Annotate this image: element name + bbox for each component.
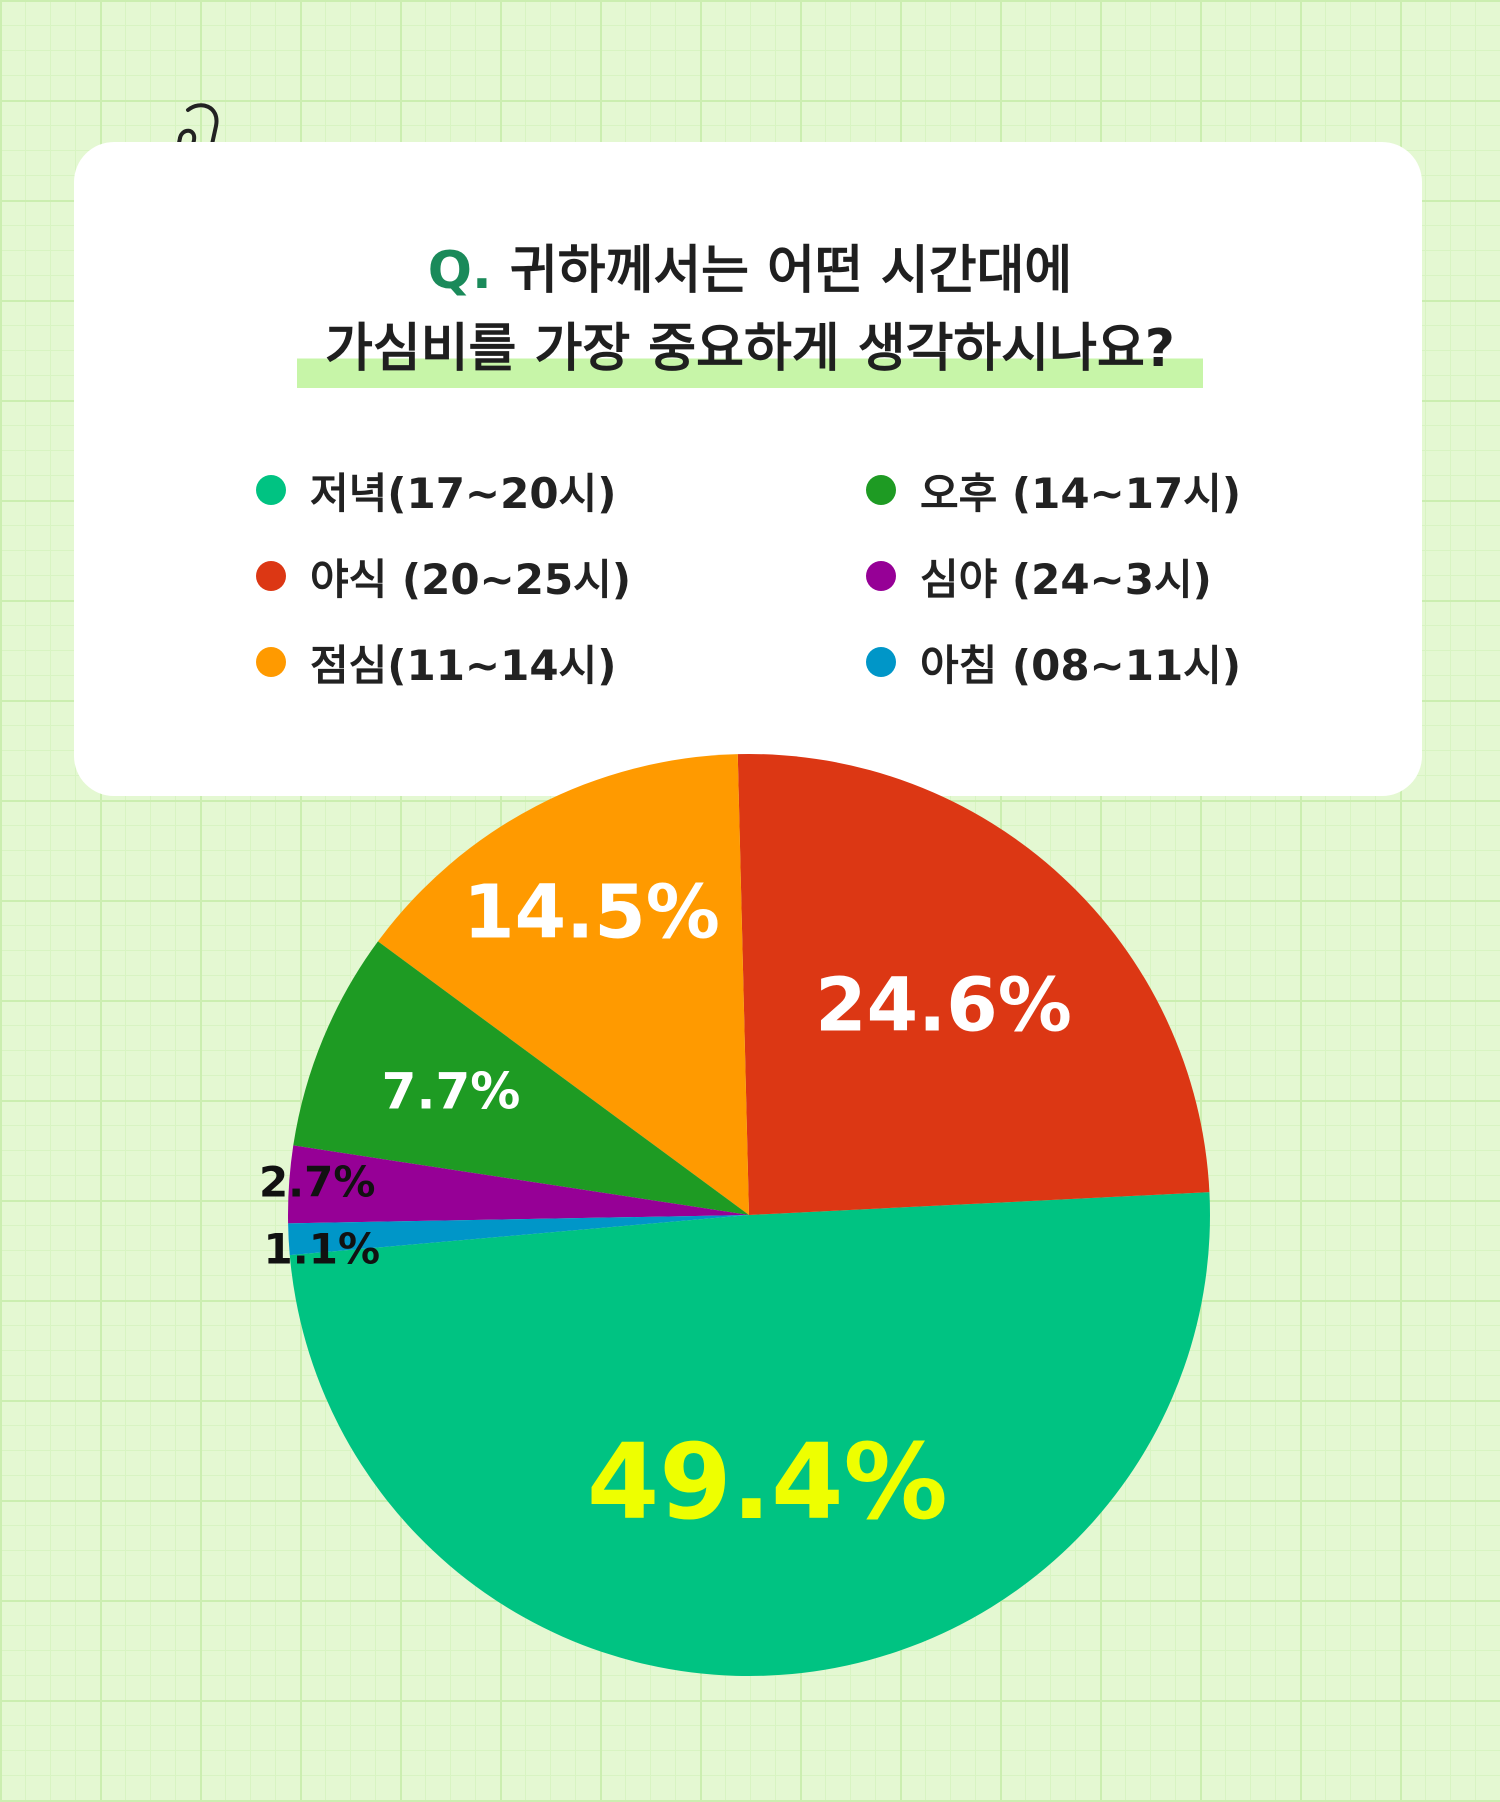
- legend-label: 점심(11~14시): [310, 640, 617, 690]
- legend-label: 야식 (20~25시): [310, 554, 632, 604]
- legend-label: 오후 (14~17시): [920, 468, 1242, 518]
- legend-dot: [866, 561, 896, 591]
- legend-item: 아침 (08~11시): [866, 634, 1256, 690]
- slice-label: 1.1%: [264, 1225, 380, 1274]
- pie-slice: [289, 1192, 1210, 1677]
- slice-label: 7.7%: [382, 1062, 521, 1120]
- question-line-2-text: 가심비를 가장 중요하게 생각하시나요?: [297, 310, 1203, 388]
- legend-dot: [866, 647, 896, 677]
- legend-item: 오후 (14~17시): [866, 462, 1256, 518]
- pie-slice: [293, 941, 749, 1215]
- legend: 저녁(17~20시) 오후 (14~17시) 야식 (20~25시) 심야 (2…: [256, 462, 1256, 690]
- slice-label: 49.4%: [587, 1421, 948, 1543]
- slice-label: 2.7%: [259, 1157, 375, 1206]
- pie-slice: [377, 754, 749, 1215]
- legend-label: 심야 (24~3시): [920, 554, 1212, 604]
- slice-label: 14.5%: [463, 869, 720, 955]
- legend-item: 점심(11~14시): [256, 634, 866, 690]
- pie-slice: [288, 1145, 749, 1224]
- legend-dot: [256, 475, 286, 505]
- legend-item: 심야 (24~3시): [866, 548, 1256, 604]
- pie-slice: [737, 754, 1210, 1215]
- legend-item: 야식 (20~25시): [256, 548, 866, 604]
- question-line-1-text: 귀하께서는 어떤 시간대에: [509, 241, 1073, 301]
- legend-label: 아침 (08~11시): [920, 640, 1242, 690]
- legend-dot: [866, 475, 896, 505]
- question-prefix: Q.: [427, 241, 492, 301]
- legend-dot: [256, 561, 286, 591]
- slice-label: 24.6%: [815, 963, 1072, 1049]
- legend-item: 저녁(17~20시): [256, 462, 866, 518]
- question-line-2: 가심비를 가장 중요하게 생각하시나요?: [0, 310, 1500, 388]
- question-title: Q. 귀하께서는 어떤 시간대에 가심비를 가장 중요하게 생각하시나요?: [0, 232, 1500, 388]
- question-line-1: Q. 귀하께서는 어떤 시간대에: [0, 232, 1500, 310]
- legend-dot: [256, 647, 286, 677]
- question-card: [74, 142, 1422, 796]
- legend-label: 저녁(17~20시): [310, 468, 617, 518]
- pie-slice: [288, 1215, 749, 1256]
